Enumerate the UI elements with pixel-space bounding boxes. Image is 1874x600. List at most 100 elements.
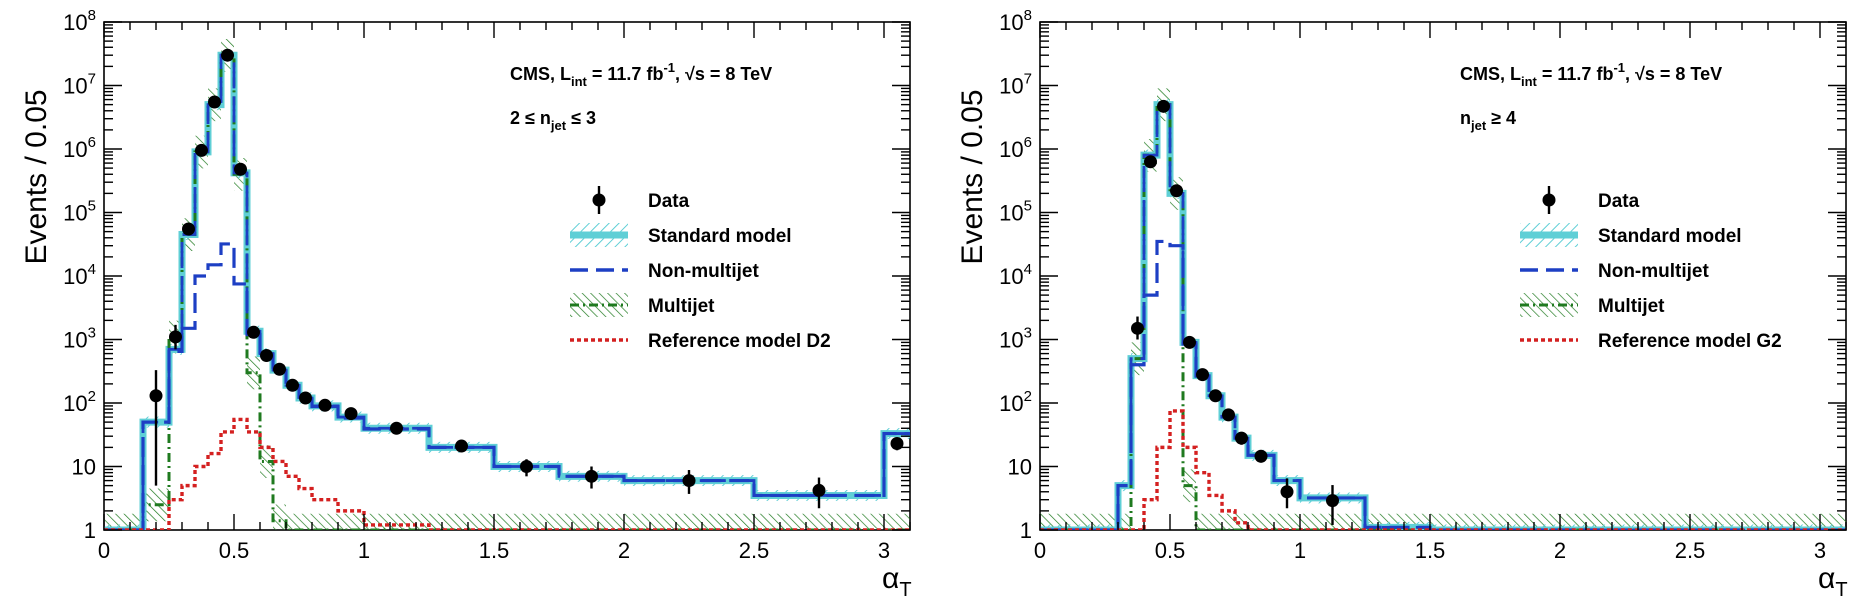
data-point xyxy=(1170,184,1183,198)
y-tick-label: 1 xyxy=(1020,518,1032,543)
legend-data-marker xyxy=(592,193,606,207)
data-point xyxy=(1144,155,1157,169)
legend-multijet-hatch xyxy=(1520,293,1578,317)
cms-label: CMS, Lint = 11.7 fb-1, √s = 8 TeV xyxy=(1460,60,1722,89)
plot-area xyxy=(1040,88,1846,530)
data-point xyxy=(273,362,286,376)
multijet-step-line xyxy=(104,53,910,530)
y-axis-title: Events / 0.05 xyxy=(956,89,989,264)
x-tick-label: 0 xyxy=(1034,538,1046,563)
sm-step-inner xyxy=(104,53,910,530)
chart-panel-right: 0 0.5 1 1.5 2 2.5 3 1 10 102 103 104 105 106 107 108 Eve… xyxy=(956,7,1848,600)
sm-uncertainty-band xyxy=(1040,99,1846,530)
cms-label: CMS, Lint = 11.7 fb-1, √s = 8 TeV xyxy=(510,60,772,89)
y-tick-label: 107 xyxy=(63,71,96,99)
reference-step-line xyxy=(104,417,910,530)
data-point xyxy=(247,325,260,339)
data-point xyxy=(455,439,468,453)
data-point xyxy=(195,143,208,157)
x-tick-label: 0.5 xyxy=(1155,538,1186,563)
y-tick-label: 108 xyxy=(999,7,1032,35)
reference-step-line xyxy=(1040,409,1846,530)
data-point xyxy=(520,460,533,473)
data-point xyxy=(812,483,826,497)
x-tick-label: 2 xyxy=(1554,538,1566,563)
data-point xyxy=(299,391,312,405)
data-point xyxy=(1235,431,1248,445)
legend-label: Data xyxy=(648,191,690,212)
data-point xyxy=(208,95,221,109)
y-axis-title: Events / 0.05 xyxy=(20,89,53,264)
x-tick-label: 2 xyxy=(618,538,630,563)
nonmultijet-step-line xyxy=(104,242,910,530)
y-tick-label: 104 xyxy=(63,261,96,289)
legend-label: Reference model G2 xyxy=(1598,331,1782,352)
legend-multijet-hatch xyxy=(570,293,628,317)
x-tick-label: 1 xyxy=(358,538,370,563)
x-axis-title-main: α xyxy=(1818,562,1835,595)
x-tick-label: 1.5 xyxy=(479,538,510,563)
data-point xyxy=(318,398,332,412)
chart-panel-left: 0 0.5 1 1.5 2 2.5 3 1 10 102 103 104 105 106 107 108 Eve… xyxy=(20,7,912,600)
njet-label: 2 ≤ njet ≤ 3 xyxy=(510,108,596,133)
y-tick-label: 10 xyxy=(72,455,96,480)
data-point xyxy=(1157,99,1170,113)
y-tick-label: 107 xyxy=(999,71,1032,99)
legend: Data Standard model Non-multijet Multijet Re… xyxy=(1520,186,1782,352)
y-tick-label: 10 xyxy=(1008,455,1032,480)
x-axis-title: αT xyxy=(882,562,912,600)
data-point xyxy=(1183,335,1196,349)
multijet-uncertainty-band xyxy=(104,38,910,530)
data-point xyxy=(221,48,234,62)
x-tick-label: 3 xyxy=(1814,538,1826,563)
legend-label: Standard model xyxy=(1598,226,1742,247)
data-point xyxy=(1131,321,1144,335)
data-point xyxy=(286,378,299,392)
y-tick-label: 1 xyxy=(84,518,96,543)
x-tick-label: 0.5 xyxy=(219,538,250,563)
sm-step-inner xyxy=(1040,103,1846,530)
njet-label: njet ≥ 4 xyxy=(1460,108,1516,133)
multijet-step-line xyxy=(1040,103,1846,530)
sm-step-line xyxy=(1040,101,1846,530)
data-point xyxy=(182,222,195,236)
y-tick-label: 106 xyxy=(63,134,96,162)
sm-uncertainty-band xyxy=(104,49,910,530)
y-tick-label: 105 xyxy=(63,198,96,226)
legend-label: Multijet xyxy=(648,296,715,317)
data-point xyxy=(682,474,696,488)
sm-step-line xyxy=(104,51,910,530)
x-tick-label: 0 xyxy=(98,538,110,563)
x-tick-label: 1 xyxy=(1294,538,1306,563)
data-point xyxy=(1209,389,1222,403)
x-tick-label: 2.5 xyxy=(739,538,770,563)
data-point xyxy=(344,407,358,421)
x-axis-title: αT xyxy=(1818,562,1848,600)
data-point xyxy=(585,469,598,483)
data-point xyxy=(169,330,182,344)
legend-label: Standard model xyxy=(648,226,792,247)
legend-label: Reference model D2 xyxy=(648,331,831,352)
y-tick-label: 106 xyxy=(999,134,1032,162)
data-point xyxy=(234,162,247,176)
x-tick-label: 1.5 xyxy=(1415,538,1446,563)
y-tick-label: 108 xyxy=(63,7,96,35)
data-point xyxy=(890,437,904,451)
x-axis-title-sub: T xyxy=(1835,579,1847,600)
data-point xyxy=(1196,368,1209,382)
data-point xyxy=(1326,494,1339,508)
data-point xyxy=(260,348,273,362)
legend-label: Non-multijet xyxy=(648,261,759,282)
legend-label: Data xyxy=(1598,191,1640,212)
x-tick-label: 2.5 xyxy=(1675,538,1706,563)
x-axis-title-main: α xyxy=(882,562,899,595)
data-point xyxy=(149,389,163,403)
data-point xyxy=(390,421,403,435)
plot-frame xyxy=(103,21,911,531)
y-tick-label: 104 xyxy=(999,261,1032,289)
data-point xyxy=(1280,485,1294,499)
legend-label: Non-multijet xyxy=(1598,261,1709,282)
legend-data-marker xyxy=(1542,193,1556,207)
x-tick-label: 3 xyxy=(878,538,890,563)
